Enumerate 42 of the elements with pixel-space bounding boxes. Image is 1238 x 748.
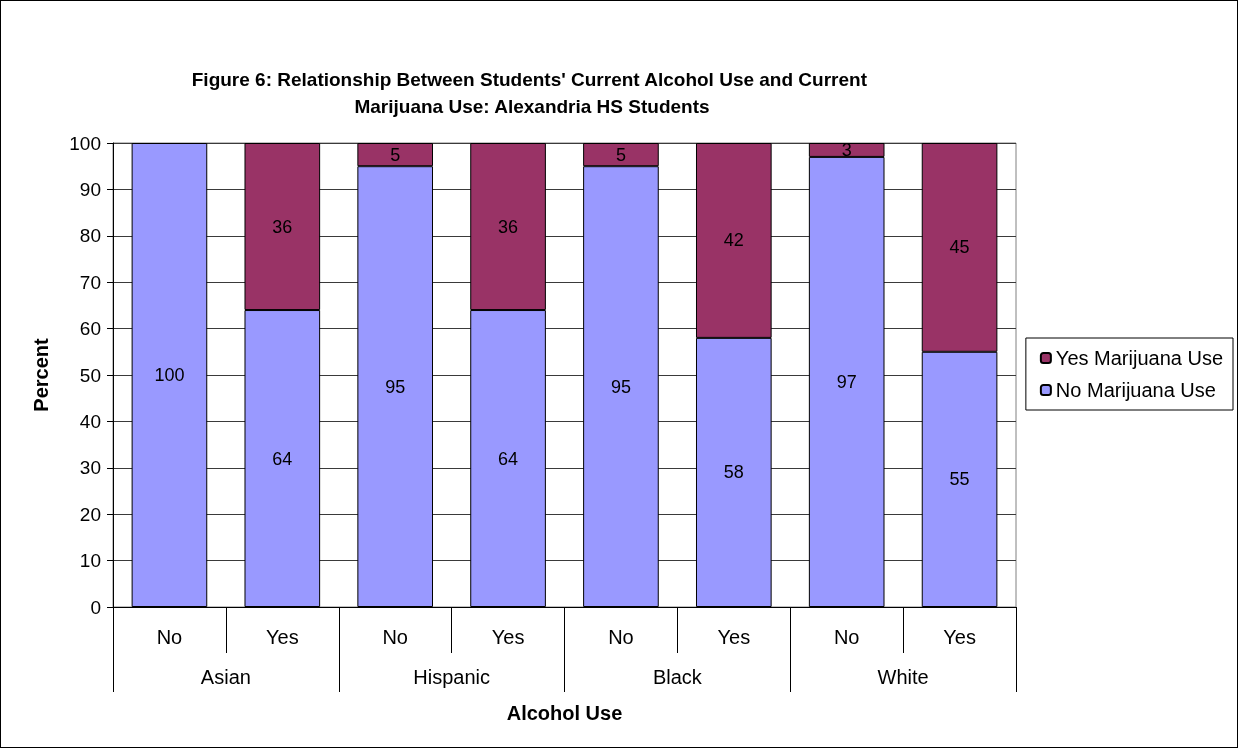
y-tick-label: 100 bbox=[69, 132, 101, 154]
y-axis-title: Percent bbox=[30, 337, 52, 412]
data-label: 5 bbox=[615, 144, 626, 165]
data-label: 42 bbox=[723, 230, 744, 251]
x-tick-label: Yes bbox=[491, 626, 525, 648]
x-tick-label: Yes bbox=[265, 626, 299, 648]
legend-label: Yes Marijuana Use bbox=[1055, 347, 1224, 369]
data-label: 36 bbox=[498, 216, 519, 237]
data-label: 97 bbox=[836, 371, 857, 392]
text: Black bbox=[652, 666, 703, 688]
y-tick-label: 80 bbox=[79, 225, 101, 247]
x-tick-label: No bbox=[156, 626, 183, 648]
y-tick-label: 30 bbox=[79, 457, 101, 479]
x-tick-label: Yes bbox=[717, 626, 751, 648]
x-tick-label: Yes bbox=[943, 626, 976, 648]
y-tick-label: 40 bbox=[79, 410, 101, 432]
chart-title: Figure 6: Relationship Between Students' Current Alcohol Use and Current Marijuana Use: Alexandria HS Students bbox=[191, 69, 873, 117]
y-tick-label: 0 bbox=[90, 596, 101, 618]
data-label: 64 bbox=[498, 448, 519, 469]
y-tick-label: 60 bbox=[79, 318, 101, 340]
data-label: 45 bbox=[949, 237, 970, 258]
text: White bbox=[877, 666, 929, 688]
data-label: 95 bbox=[385, 376, 406, 397]
text: Hispanic bbox=[413, 666, 490, 688]
y-tick-label: 70 bbox=[79, 271, 101, 293]
y-tick-label: 50 bbox=[79, 364, 101, 386]
y-tick-label: 20 bbox=[79, 503, 101, 525]
data-label: 36 bbox=[272, 216, 293, 237]
legend-label: No Marijuana Use bbox=[1055, 379, 1216, 401]
y-tick-label: 90 bbox=[79, 178, 101, 200]
x-axis-title: Alcohol Use bbox=[506, 702, 623, 724]
x-tick-label: No bbox=[608, 626, 634, 648]
y-tick-label: 10 bbox=[79, 550, 101, 572]
data-label: 64 bbox=[272, 448, 293, 469]
x-tick-label: No bbox=[833, 626, 860, 648]
data-label: 58 bbox=[723, 462, 744, 483]
data-label: 95 bbox=[610, 376, 631, 397]
text: Asian bbox=[200, 666, 251, 688]
data-label: 5 bbox=[390, 144, 401, 165]
data-label: 100 bbox=[154, 365, 185, 385]
x-tick-label: No bbox=[382, 626, 408, 648]
data-label: 55 bbox=[949, 469, 970, 490]
